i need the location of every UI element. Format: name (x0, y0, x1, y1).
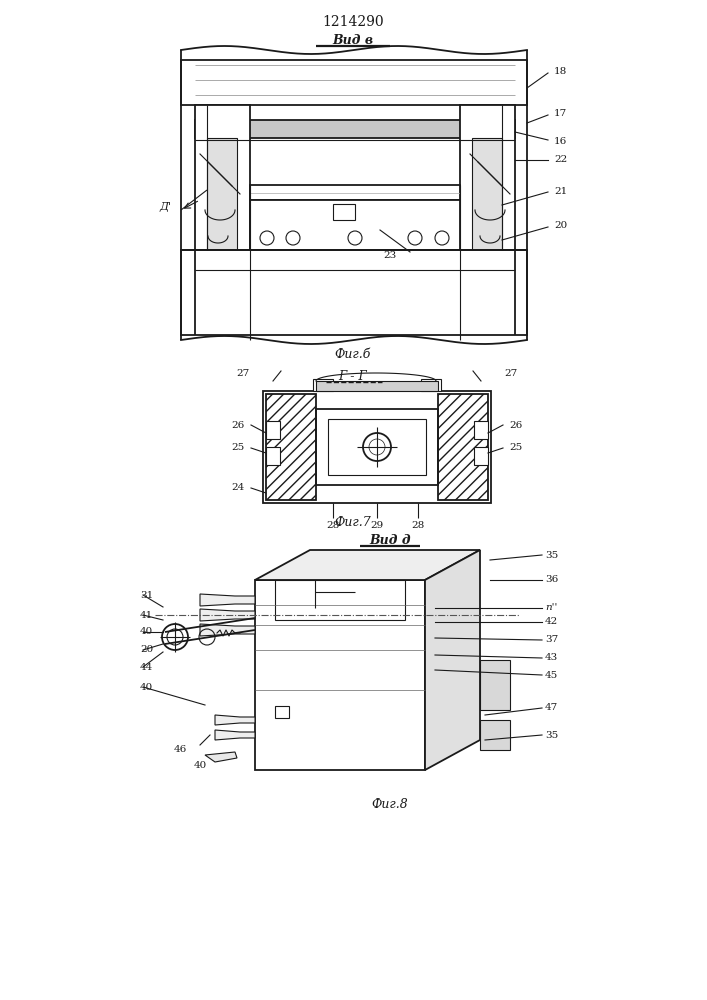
Text: Вид в: Вид в (332, 33, 373, 46)
Polygon shape (480, 720, 510, 750)
Bar (266, 394, 316, 500)
Bar (195, 120, 515, 138)
Text: Фиг.7: Фиг.7 (334, 516, 371, 528)
Text: 37: 37 (545, 636, 559, 645)
Bar (421, 379, 441, 391)
Text: 28: 28 (411, 520, 425, 530)
Circle shape (348, 231, 362, 245)
Bar (316, 381, 438, 391)
Bar (438, 394, 488, 500)
Bar (195, 105, 250, 250)
Bar (250, 185, 460, 200)
Text: 36: 36 (545, 576, 559, 584)
Bar (460, 105, 515, 250)
Bar (316, 409, 438, 485)
Polygon shape (215, 715, 255, 725)
Text: 42: 42 (545, 617, 559, 626)
Text: 24: 24 (232, 484, 245, 492)
Bar (181, 250, 527, 335)
Polygon shape (200, 624, 255, 636)
Bar (275, 706, 289, 718)
Bar (266, 421, 280, 439)
Text: Д': Д' (159, 202, 171, 212)
Polygon shape (200, 594, 255, 606)
Text: 17: 17 (554, 109, 567, 118)
Text: 45: 45 (545, 670, 559, 680)
Text: 20: 20 (554, 222, 567, 231)
Bar (313, 379, 333, 391)
Text: Фиг.8: Фиг.8 (372, 798, 409, 812)
Bar (472, 138, 502, 250)
Text: 31: 31 (140, 590, 153, 599)
Text: 28: 28 (327, 520, 339, 530)
Circle shape (260, 231, 274, 245)
Text: 27: 27 (236, 368, 250, 377)
Bar (255, 580, 425, 770)
Text: Вид д: Вид д (369, 534, 411, 546)
Bar (207, 138, 237, 250)
Bar (474, 447, 488, 465)
Bar (266, 447, 280, 465)
Text: 25: 25 (509, 444, 522, 452)
Text: 43: 43 (545, 654, 559, 662)
Text: Г - Г: Г - Г (339, 369, 368, 382)
Text: 29: 29 (370, 520, 384, 530)
Bar (474, 421, 488, 439)
Polygon shape (205, 752, 237, 762)
Bar (328, 419, 426, 475)
Text: 40: 40 (194, 760, 206, 770)
Text: 40: 40 (140, 682, 153, 692)
Text: 35: 35 (545, 550, 559, 560)
Text: 1214290: 1214290 (322, 15, 384, 29)
Polygon shape (480, 660, 510, 710)
Text: 21: 21 (554, 186, 567, 196)
Text: 46: 46 (173, 746, 187, 754)
Text: 22: 22 (554, 155, 567, 164)
Circle shape (435, 231, 449, 245)
Text: 27: 27 (504, 368, 518, 377)
Polygon shape (425, 550, 480, 770)
Text: 20: 20 (140, 646, 153, 654)
Bar (333, 204, 355, 220)
Polygon shape (215, 730, 255, 740)
Text: 35: 35 (545, 730, 559, 740)
Text: 26: 26 (232, 420, 245, 430)
Polygon shape (255, 550, 480, 580)
Text: 47: 47 (545, 704, 559, 712)
Text: 23: 23 (383, 250, 397, 259)
Text: 18: 18 (554, 68, 567, 77)
Circle shape (408, 231, 422, 245)
Circle shape (286, 231, 300, 245)
Bar (275, 580, 405, 620)
Polygon shape (200, 609, 255, 621)
Text: 44: 44 (140, 662, 153, 672)
Text: 40: 40 (140, 628, 153, 637)
Bar (263, 391, 491, 503)
Bar (181, 60, 527, 105)
Text: 16: 16 (554, 136, 567, 145)
Text: 41: 41 (140, 610, 153, 619)
Text: n'': n'' (545, 603, 557, 612)
Text: 26: 26 (509, 420, 522, 430)
Text: Фиг.б: Фиг.б (335, 349, 371, 361)
Text: 25: 25 (232, 444, 245, 452)
Bar (250, 200, 460, 250)
